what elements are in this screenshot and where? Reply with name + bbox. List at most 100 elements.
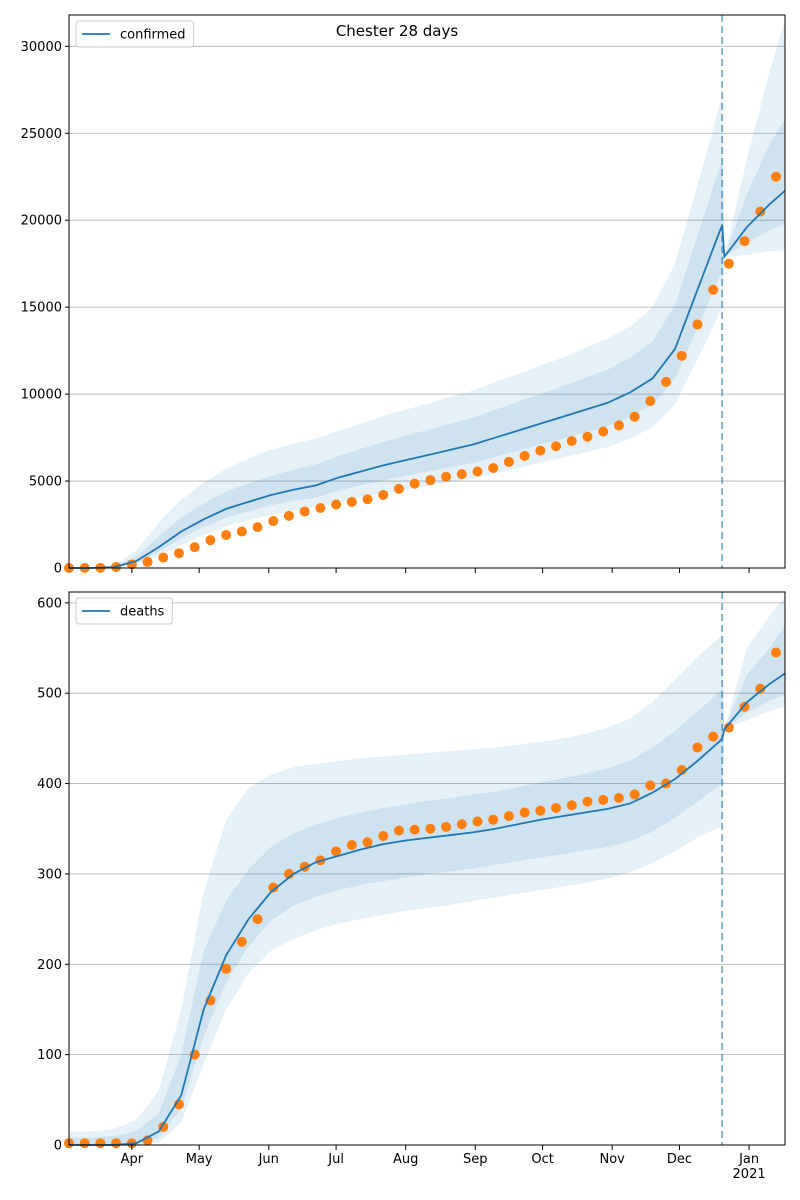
observed-point [613, 420, 624, 431]
observed-point [236, 526, 247, 537]
observed-point [551, 441, 562, 452]
x-tick-label-line: Jun [258, 1152, 279, 1167]
observed-point [551, 802, 562, 813]
y-tick-label: 200 [37, 958, 62, 973]
y-tick-label: 0 [54, 1139, 62, 1154]
legend: deaths [75, 597, 173, 625]
observed-point [79, 1138, 90, 1149]
observed-point [692, 742, 703, 753]
observed-point [676, 350, 687, 361]
observed-point [393, 483, 404, 494]
observed-point [488, 463, 499, 474]
y-tick-label: 600 [37, 596, 62, 611]
observed-point [472, 466, 483, 477]
observed-point [189, 542, 200, 553]
x-tick-label-line: Sep [463, 1152, 488, 1167]
y-tick-label: 30000 [21, 40, 62, 55]
observed-point [111, 1138, 122, 1149]
observed-point [142, 556, 153, 567]
observed-point [158, 552, 169, 563]
observed-point [661, 376, 672, 387]
y-tick-label: 15000 [21, 301, 62, 316]
legend-box [75, 597, 173, 625]
observed-point [755, 206, 766, 217]
observed-point [331, 499, 342, 510]
x-tick-label-line: Jul [327, 1152, 344, 1167]
x-tick-label: Jan 2021 [733, 1152, 766, 1182]
x-tick-label: May [186, 1152, 213, 1167]
observed-point [362, 837, 373, 848]
chart-title: Chester 28 days [336, 22, 459, 40]
fit-line [69, 189, 786, 569]
x-tick-label-line: Oct [531, 1152, 553, 1167]
observed-point [221, 963, 232, 974]
x-tick-label-line: May [186, 1152, 213, 1167]
observed-point [488, 814, 499, 825]
observed-point [598, 794, 609, 805]
observed-point [535, 445, 546, 456]
y-tick-label: 100 [37, 1048, 62, 1063]
x-tick-label: Nov [599, 1152, 625, 1167]
observed-point [346, 840, 357, 851]
x-tick-label-line: Jan [738, 1152, 759, 1167]
y-tick-label: 10000 [21, 388, 62, 403]
x-tick-label-line: Apr [121, 1152, 144, 1167]
observed-point [205, 535, 216, 546]
observed-point [739, 236, 750, 247]
x-tick-label: Jul [327, 1152, 344, 1167]
observed-point [283, 510, 294, 521]
observed-point [425, 823, 436, 834]
fit-line [69, 672, 786, 1146]
observed-point [95, 1138, 106, 1149]
y-tick-label: 25000 [21, 127, 62, 142]
observed-point [503, 811, 514, 822]
x-tick-label-line: 2021 [733, 1167, 766, 1182]
observed-point [378, 489, 389, 500]
observed-point [268, 516, 279, 527]
y-tick-label: 500 [37, 687, 62, 702]
x-tick-label-line: Nov [599, 1152, 625, 1167]
observed-point [441, 821, 452, 832]
observed-point [723, 258, 734, 269]
observed-point [252, 522, 263, 533]
y-tick-label: 400 [37, 777, 62, 792]
observed-point [629, 789, 640, 800]
x-tick-label-line: Aug [393, 1152, 418, 1167]
observed-point [393, 825, 404, 836]
observed-point [236, 936, 247, 947]
observed-point [378, 830, 389, 841]
observed-point [441, 471, 452, 482]
x-tick-label: Aug [393, 1152, 418, 1167]
y-tick-label: 20000 [21, 214, 62, 229]
observed-point [315, 503, 326, 514]
x-tick-label-line: Dec [667, 1152, 692, 1167]
observed-point [456, 469, 467, 480]
observed-point [708, 731, 719, 742]
observed-point [692, 319, 703, 330]
observed-point [598, 426, 609, 437]
observed-point [755, 683, 766, 694]
observed-point [252, 914, 263, 925]
observed-point [268, 882, 279, 893]
observed-point [708, 284, 719, 295]
y-tick-label: 300 [37, 867, 62, 882]
observed-point [519, 807, 530, 818]
observed-point [299, 506, 310, 517]
observed-point [771, 647, 782, 658]
legend-box [75, 20, 195, 48]
observed-point [645, 780, 656, 791]
observed-point [221, 529, 232, 540]
observed-point [519, 450, 530, 461]
x-tick-label: Dec [667, 1152, 692, 1167]
observed-point [566, 800, 577, 811]
legend-label: deaths [120, 605, 165, 620]
observed-point [409, 478, 420, 489]
observed-point [409, 824, 420, 835]
observed-point [613, 793, 624, 804]
observed-point [425, 475, 436, 486]
confidence-band [69, 596, 785, 1145]
legend-label: confirmed [120, 28, 186, 43]
observed-point [472, 816, 483, 827]
